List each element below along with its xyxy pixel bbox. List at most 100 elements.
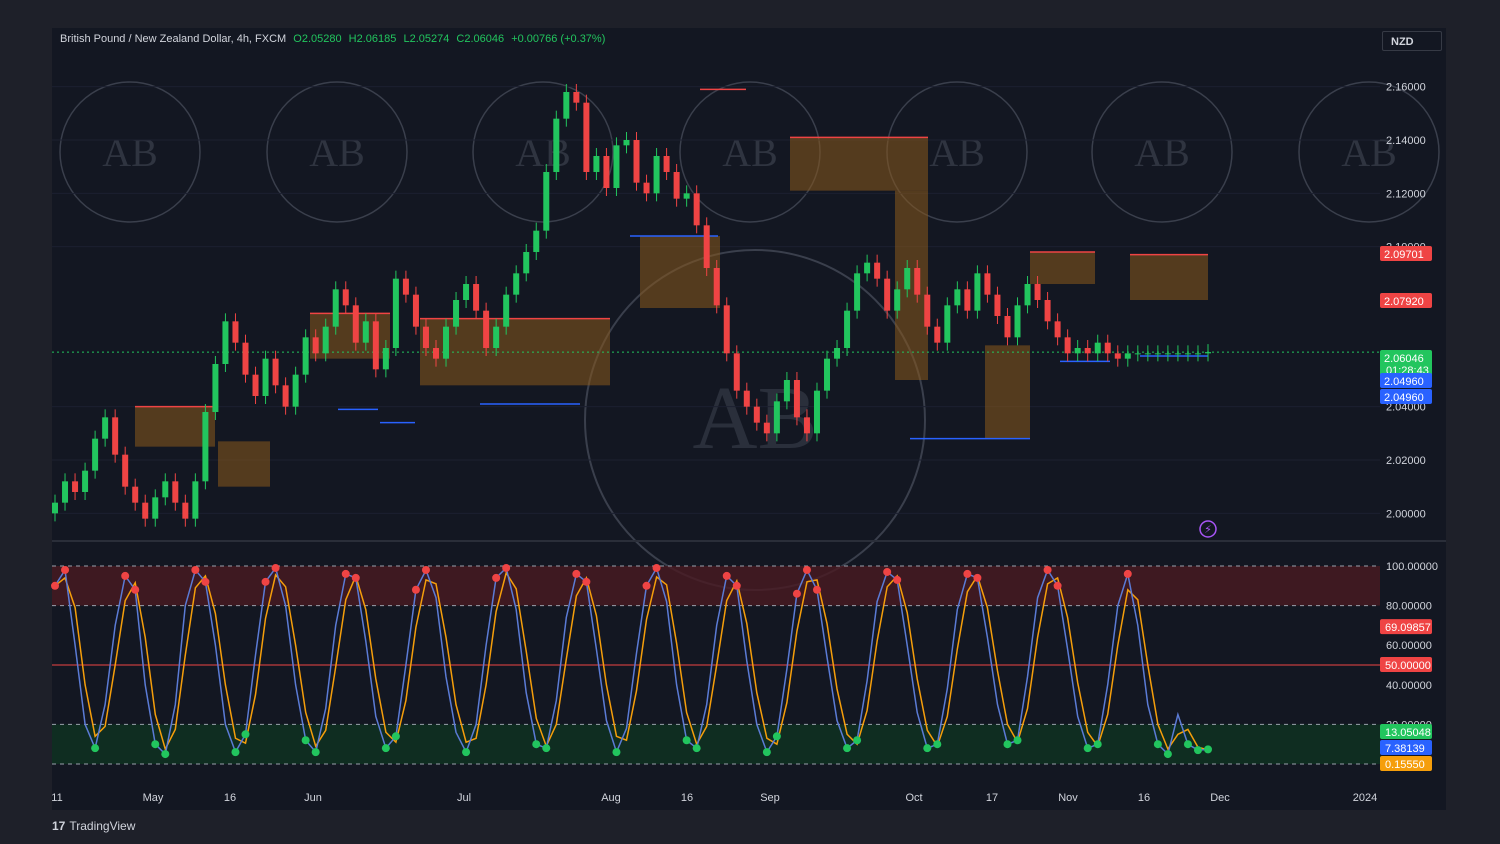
oversold-dot [151, 740, 160, 749]
candle-body [92, 438, 99, 471]
candle-body [1044, 300, 1051, 322]
candle-body [52, 502, 58, 514]
candle-body [733, 353, 740, 391]
candle-body [864, 262, 871, 274]
overbought-dot [973, 573, 982, 582]
oversold-dot [241, 730, 250, 739]
watermark-text: AB [929, 130, 985, 175]
candle-body [583, 102, 590, 172]
candle-body [984, 273, 991, 295]
overbought-dot [883, 567, 892, 576]
ohlc-open: O2.05280 [293, 33, 342, 45]
tradingview-mark-icon: 17 [52, 819, 66, 833]
candle-body [673, 172, 680, 199]
watermark-text: AB [102, 130, 158, 175]
candle-body [1074, 348, 1081, 354]
candle-body [543, 172, 550, 231]
candle-body [242, 342, 249, 375]
candle-body [142, 502, 149, 519]
candle-body [82, 470, 89, 492]
time-axis-label: Sep [760, 792, 780, 804]
candle-body [302, 337, 309, 375]
overbought-dot [341, 569, 350, 578]
candle-body [553, 118, 560, 172]
candle-body [362, 321, 369, 343]
candle-body [312, 337, 319, 354]
overbought-dot [61, 565, 70, 574]
overbought-dot [812, 585, 821, 594]
watermark-seal-icon [266, 81, 408, 223]
overbought-zone [52, 566, 1380, 606]
oversold-dot [692, 744, 701, 753]
oversold-dot [91, 744, 100, 753]
overbought-dot [572, 569, 581, 578]
overbought-dot [51, 581, 59, 590]
candle-body [593, 156, 600, 172]
candle-body [182, 502, 189, 519]
candle-body [352, 305, 359, 343]
candle-body [1004, 316, 1011, 338]
candle-body [1104, 342, 1111, 354]
osc-tag [1380, 724, 1432, 739]
candle-body [603, 156, 610, 188]
time-axis-label: Oct [905, 792, 922, 804]
osc-tag [1380, 619, 1432, 635]
candle-body [813, 390, 820, 434]
time-axis-label: Jun [304, 792, 322, 804]
overbought-dot [582, 577, 591, 586]
candle-body [443, 326, 450, 359]
candle-body [162, 481, 169, 498]
osc-tag-label: 7.38139 [1385, 743, 1425, 755]
candle-body [783, 380, 790, 402]
candle-body [1124, 353, 1131, 359]
candle-body [723, 305, 730, 354]
oversold-dot [612, 748, 621, 757]
oversold-dot [542, 744, 551, 753]
candle-body [262, 358, 269, 396]
candle-body [613, 145, 620, 188]
price-tag [1380, 389, 1432, 404]
candle-body [62, 481, 69, 503]
oversold-dot [462, 748, 471, 757]
candle-body [693, 193, 700, 226]
tradingview-logo-text: TradingView [69, 819, 136, 833]
symbol-header[interactable]: British Pound / New Zealand Dollar, 4h, … [60, 33, 609, 45]
time-axis-label: 16 [1138, 792, 1150, 804]
overbought-dot [492, 573, 501, 582]
candle-body [432, 348, 439, 359]
tradingview-logo[interactable]: 17 TradingView [52, 819, 135, 833]
candle-body [453, 300, 460, 327]
currency-button[interactable]: NZD [1382, 31, 1442, 51]
candle-body [372, 321, 379, 370]
alert-bolt-icon: ⚡ [1204, 523, 1212, 536]
oversold-dot [381, 744, 390, 753]
candle-body [563, 92, 570, 119]
osc-axis-label: 80.00000 [1386, 601, 1432, 613]
candle-body [1164, 353, 1171, 355]
price-axis-label: 2.00000 [1386, 508, 1426, 520]
watermark-seal-icon [1298, 81, 1440, 223]
price-tag [1380, 373, 1432, 388]
overbought-dot [802, 565, 811, 574]
candle-body [102, 417, 109, 439]
ohlc-close: C2.06046 [456, 33, 505, 45]
candle-body [894, 289, 901, 311]
price-tag-label: 2.07920 [1384, 296, 1424, 308]
oversold-dot [923, 744, 932, 753]
candle-body [1094, 342, 1101, 354]
candle-body [72, 481, 79, 492]
oversold-dot [301, 736, 310, 745]
candle-body [212, 364, 219, 412]
zone-box [985, 345, 1030, 439]
price-tag-label: 2.06046 [1384, 353, 1424, 365]
watermark-text: AB [515, 130, 571, 175]
candle-body [663, 156, 670, 172]
candle-body [944, 305, 951, 343]
oversold-dot [853, 736, 862, 745]
candle-body [854, 273, 861, 311]
candle-body [192, 481, 199, 519]
watermark-text: AB [1341, 130, 1397, 175]
candle-body [573, 92, 580, 103]
osc-tag-label: 0.15550 [1385, 759, 1425, 771]
